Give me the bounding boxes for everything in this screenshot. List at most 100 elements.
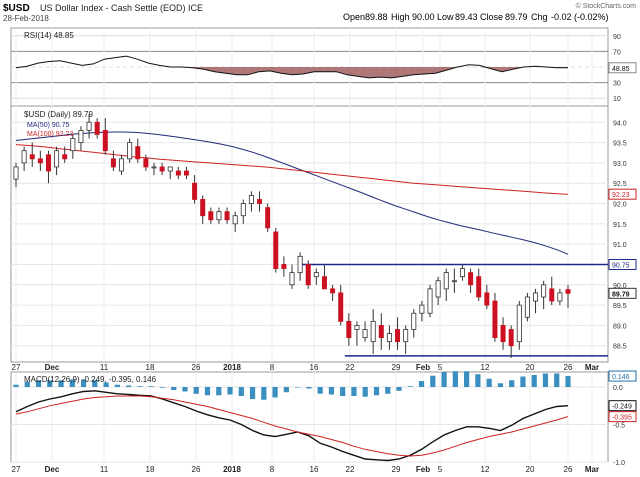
change-label: Chg	[531, 12, 548, 22]
candle-up	[451, 280, 457, 283]
candle-down	[192, 182, 198, 200]
macd-value-box	[608, 400, 637, 412]
candle-up	[21, 150, 27, 164]
macd-histogram-bar	[385, 387, 391, 394]
macd-histogram-bar	[92, 380, 98, 387]
macd-current-value: -0.249	[612, 404, 632, 411]
rsi-line	[15, 55, 568, 79]
price-tick-label: 90.0	[613, 283, 627, 290]
candle-down	[175, 170, 181, 176]
macd-x-tick-label: Mar	[585, 465, 599, 474]
macd-histogram-bar	[430, 375, 436, 387]
ma50-legend: MA(50) 90.75	[27, 122, 70, 129]
macd-histogram-bar	[441, 372, 447, 387]
macd-signal-line	[15, 395, 569, 457]
macd-x-tick-label: 2018	[223, 465, 241, 474]
candle-up	[167, 166, 173, 172]
price-tick-label: 88.5	[613, 344, 627, 351]
macd-histogram-bar	[317, 387, 323, 394]
candle-up	[119, 158, 125, 172]
macd-histogram-bar	[520, 376, 526, 387]
price-x-tick-label: 8	[270, 363, 275, 372]
price-x-tick-label: 12	[481, 363, 490, 372]
candle-up	[435, 280, 441, 298]
macd-histogram-bar	[407, 386, 413, 387]
candle-up	[151, 166, 157, 169]
candle-down	[330, 288, 336, 294]
ma100-legend: MA(100) 92.23	[27, 131, 73, 138]
price-x-tick-label: 11	[100, 363, 109, 372]
chart-date: 28-Feb-2018	[3, 14, 49, 23]
price-x-tick-label: 16	[310, 363, 319, 372]
macd-histogram-bar	[182, 387, 188, 392]
macd-histogram-bar	[58, 380, 64, 387]
candle-up	[289, 272, 295, 286]
price-tick-label: 91.0	[613, 242, 627, 249]
macd-x-tick-label: 5	[438, 465, 443, 474]
high-label: High	[391, 12, 410, 22]
candle-up	[557, 292, 563, 302]
candle-down	[565, 289, 571, 294]
ma50-value-box	[608, 258, 637, 270]
candle-up	[362, 329, 368, 339]
candle-up	[516, 304, 522, 343]
candle-down	[492, 300, 498, 339]
rsi-value-box	[608, 62, 637, 74]
candle-up	[240, 203, 246, 217]
macd-histogram-bar	[542, 373, 549, 387]
candle-up	[13, 166, 19, 180]
low-label: Low	[437, 12, 454, 22]
macd-histogram-bar	[114, 384, 120, 387]
candle-up	[54, 150, 60, 168]
macd-histogram-bar	[227, 387, 233, 395]
candle-down	[224, 211, 230, 221]
rsi-tick-label: 10	[613, 96, 621, 103]
candle-down	[305, 264, 311, 286]
ma50-line	[15, 131, 569, 255]
macd-histogram-bar	[509, 380, 515, 387]
macd-x-tick-label: 11	[100, 465, 109, 474]
macd-x-tick-label: 8	[270, 465, 275, 474]
price-x-tick-label: 20	[526, 363, 535, 372]
macd-x-tick-label: 22	[346, 465, 355, 474]
candle-up	[127, 142, 133, 160]
macd-histogram-bar	[126, 385, 132, 387]
high-value: 90.00	[412, 12, 435, 22]
price-panel	[10, 105, 609, 363]
symbol-label: $USD	[3, 3, 30, 14]
macd-panel	[10, 371, 609, 463]
price-x-tick-label: 26	[192, 363, 201, 372]
candle-down	[273, 231, 279, 269]
macd-histogram-bar	[565, 376, 571, 387]
candle-down	[468, 272, 474, 286]
price-title: $USD (Daily) 89.79	[24, 110, 93, 119]
price-x-tick-label: 2018	[223, 363, 241, 372]
price-x-tick-label: Mar	[585, 363, 599, 372]
macd-histogram-bar	[351, 387, 357, 396]
price-tick-label: 92.0	[613, 202, 627, 209]
macd-histogram-bar	[35, 380, 42, 387]
close-value: 89.79	[505, 12, 528, 22]
macd-x-tick-label: 20	[526, 465, 535, 474]
candle-down	[94, 121, 100, 135]
price-current-value: 89.79	[612, 291, 630, 298]
candle-up	[232, 215, 238, 225]
macd-tick-label: 0.0	[613, 385, 623, 392]
macd-x-tick-label: 12	[481, 465, 490, 474]
macd-histogram-bar	[148, 386, 154, 387]
macd-histogram-bar	[193, 387, 199, 394]
macd-value-box	[608, 411, 637, 423]
candle-down	[45, 154, 51, 172]
candle-up	[70, 138, 76, 152]
macd-histogram-bar	[531, 375, 537, 387]
macd-x-tick-label: 18	[146, 465, 155, 474]
macd-x-tick-label: 26	[564, 465, 573, 474]
macd-histogram-bar	[80, 379, 87, 387]
price-tick-label: 89.5	[613, 303, 627, 310]
macd-line	[15, 390, 569, 462]
candle-down	[143, 158, 149, 168]
price-x-tick-label: 26	[564, 363, 573, 372]
candle-down	[183, 170, 189, 176]
macd-x-tick-label: 16	[310, 465, 319, 474]
